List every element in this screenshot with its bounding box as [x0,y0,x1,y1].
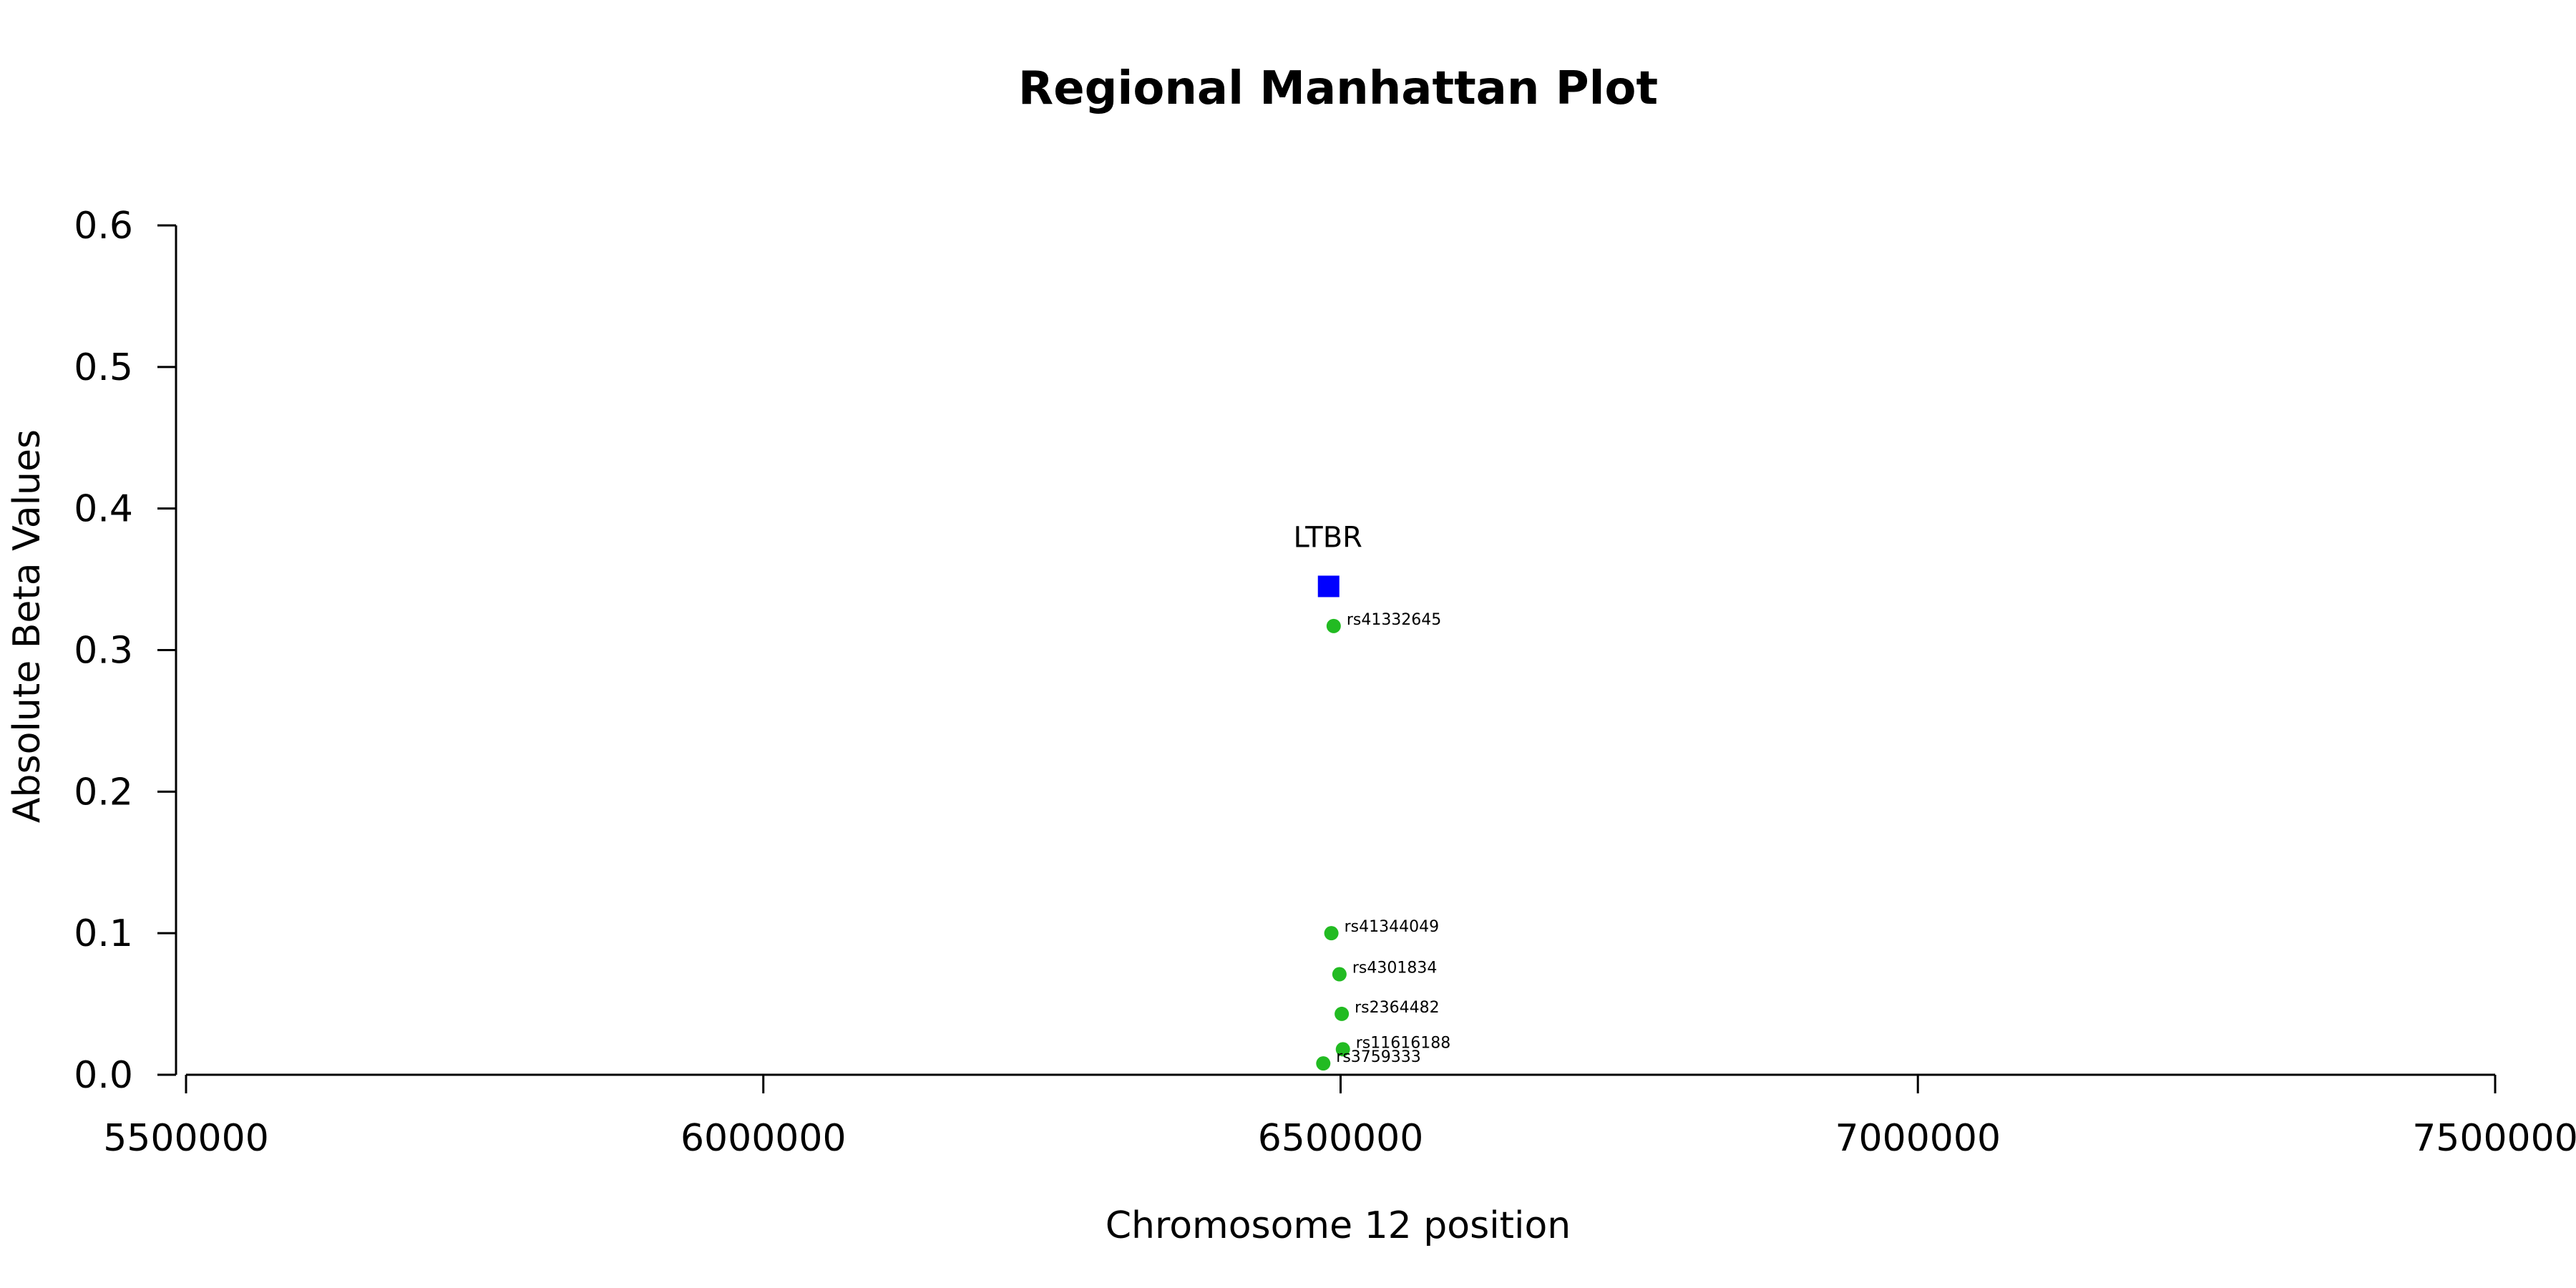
x-axis-label: Chromosome 12 position [1106,1204,1571,1247]
snp-points: rs41332645 rs41344049 rs4301834 rs2364482 rs… [1316,611,1450,1071]
y-tick-label: 0.4 [74,488,133,531]
y-axis-label: Absolute Beta Values [6,429,49,823]
y-tick-label: 0.2 [74,771,133,814]
x-tick-label: 5500000 [103,1117,269,1160]
x-tick-label: 7000000 [1835,1117,2001,1160]
y-tick-label: 0.3 [74,630,133,673]
x-tick-label: 6500000 [1258,1117,1424,1160]
y-tick-label: 0.0 [74,1054,133,1097]
gene-marker-group: LTBR [1294,521,1362,597]
snp-label: rs3759333 [1336,1048,1421,1066]
snp-point [1335,1006,1350,1021]
y-axis: 0.0 0.1 0.2 0.3 0.4 0.5 0.6 [74,205,177,1097]
x-tick-label: 7500000 [2412,1117,2576,1160]
gene-marker [1317,575,1340,597]
snp-label: rs11616188 [1356,1034,1450,1052]
chart-title: Regional Manhattan Plot [1018,62,1658,115]
snp-label: rs4301834 [1352,960,1438,977]
y-tick-label: 0.6 [74,205,133,248]
snp-label: rs2364482 [1355,999,1440,1017]
x-tick-label: 6000000 [680,1117,847,1160]
y-tick-label: 0.5 [74,346,133,389]
snp-point [1324,926,1339,941]
snp-point [1316,1056,1331,1071]
snp-label: rs41344049 [1345,918,1439,936]
snp-point [1332,967,1347,982]
y-tick-label: 0.1 [74,912,133,955]
snp-point [1326,618,1341,633]
snp-point [1335,1042,1350,1057]
snp-label: rs41332645 [1347,611,1441,629]
x-axis: 5500000 6000000 6500000 7000000 7500000 [103,1073,2576,1160]
gene-label: LTBR [1294,521,1362,554]
